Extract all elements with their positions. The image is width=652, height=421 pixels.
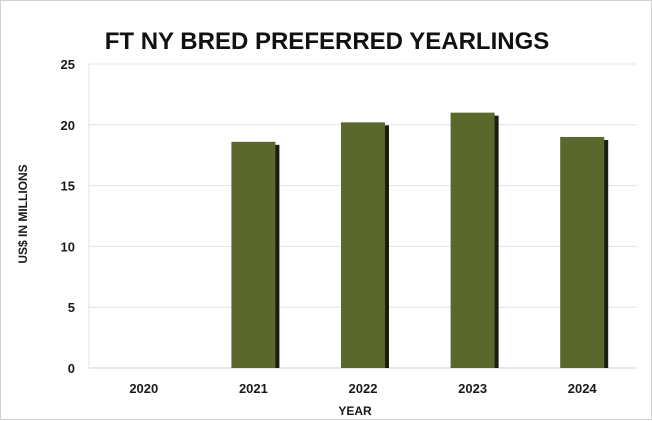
bar-2024 xyxy=(560,136,605,368)
y-tick-label: 25 xyxy=(61,57,75,72)
bar-2023 xyxy=(450,112,495,368)
x-tick-label: 2023 xyxy=(458,381,487,396)
y-tick-label: 15 xyxy=(61,179,75,194)
y-tick-label: 20 xyxy=(61,118,75,133)
y-axis-label: US$ IN MILLIONS xyxy=(16,164,30,263)
bar-2021 xyxy=(231,141,276,368)
x-tick-label: 2024 xyxy=(568,381,598,396)
x-tick-label: 2021 xyxy=(239,381,268,396)
bars xyxy=(231,112,609,368)
x-tick-label: 2022 xyxy=(349,381,378,396)
x-axis-label: YEAR xyxy=(338,404,372,418)
x-axis-ticks: 2020 2021 2022 2023 2024 xyxy=(129,381,597,396)
x-tick-label: 2020 xyxy=(129,381,158,396)
bar-2022 xyxy=(341,122,385,368)
chart-title: FT NY BRED PREFERRED YEARLINGS xyxy=(105,28,550,55)
y-tick-label: 10 xyxy=(61,239,75,254)
y-tick-label: 5 xyxy=(68,300,75,315)
y-axis-ticks: 0 5 10 15 20 25 xyxy=(61,57,75,376)
y-tick-label: 0 xyxy=(68,361,75,376)
